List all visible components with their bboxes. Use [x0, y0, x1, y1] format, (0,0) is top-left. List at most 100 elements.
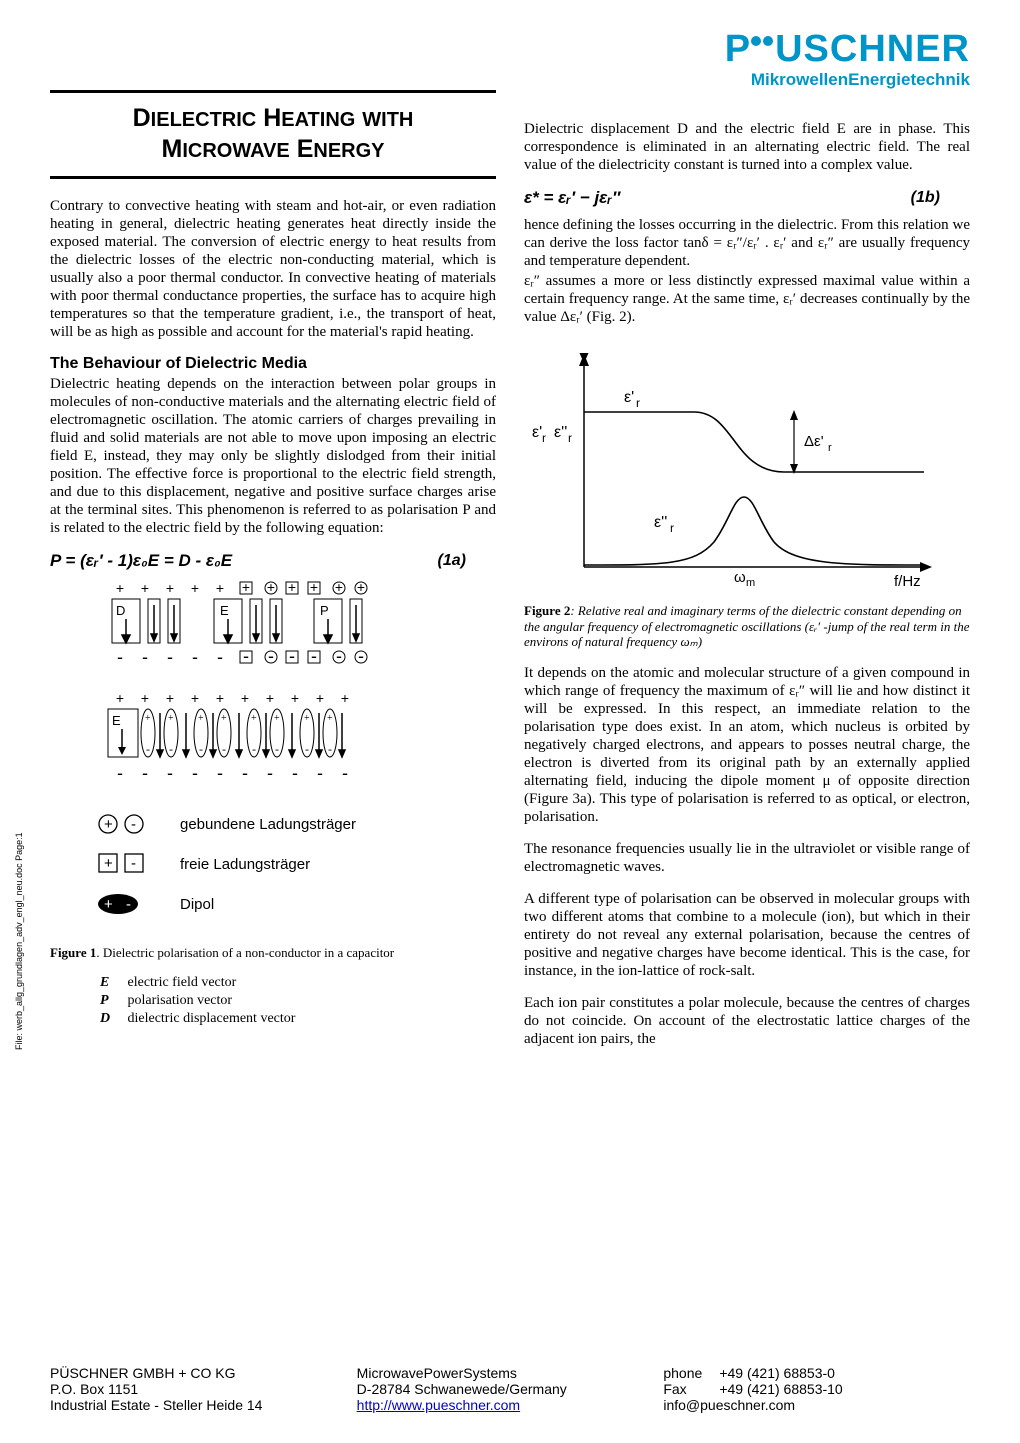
svg-text:-: - [169, 742, 173, 756]
logo-dot-2 [763, 36, 773, 46]
right-para-5: The resonance frequencies usually lie in… [524, 840, 970, 876]
svg-text:+: + [221, 713, 227, 724]
logo-block: PUSCHNER MikrowellenEnergietechnik [725, 30, 970, 90]
svg-text:+: + [266, 690, 274, 706]
svg-text:-: - [199, 742, 203, 756]
intro-paragraph: Contrary to convective heating with stea… [50, 197, 496, 341]
fig1-label-p: P [320, 603, 329, 618]
svg-text:m: m [746, 577, 755, 589]
behaviour-paragraph: Dielectric heating depends on the intera… [50, 375, 496, 537]
svg-text:-: - [192, 647, 198, 667]
svg-text:+: + [141, 580, 149, 596]
page-title: DIELECTRIC HEATING WITH MICROWAVE ENERGY [50, 103, 496, 166]
svg-text:+: + [241, 690, 249, 706]
svg-text:+: + [104, 816, 113, 833]
svg-text:+: + [116, 690, 124, 706]
svg-text:-: - [117, 763, 123, 783]
svg-text:-: - [146, 742, 150, 756]
svg-text:+: + [116, 580, 124, 596]
svg-text:r: r [542, 431, 546, 445]
svg-text:+: + [341, 690, 349, 706]
svg-text:+: + [335, 579, 343, 595]
logo-dot-1 [751, 36, 761, 46]
svg-text:-: - [242, 763, 248, 783]
svg-text:-: - [292, 763, 298, 783]
figure-1: +++++ + + + + + + [50, 579, 496, 939]
svg-text:-: - [336, 646, 342, 666]
svg-text:-: - [311, 646, 317, 666]
svg-text:+: + [327, 713, 333, 724]
svg-text:-: - [167, 763, 173, 783]
svg-text:-: - [305, 742, 309, 756]
svg-text:+: + [104, 896, 113, 913]
right-para-3: εᵣ″ assumes a more or less distinctly ex… [524, 272, 970, 326]
svg-text:-: - [243, 646, 249, 666]
right-para-6: A different type of polarisation can be … [524, 890, 970, 980]
svg-text:+: + [316, 690, 324, 706]
equation-1a-label: (1a) [438, 552, 466, 570]
svg-text:+: + [141, 690, 149, 706]
svg-text:ε': ε' [532, 424, 542, 441]
svg-text:-: - [267, 763, 273, 783]
fig1-legend-freie: freie Ladungsträger [180, 856, 310, 873]
svg-text:+: + [168, 713, 174, 724]
fig1-label-e: E [220, 603, 229, 618]
logo-subtitle: MikrowellenEnergietechnik [725, 70, 970, 90]
svg-text:+: + [242, 579, 250, 595]
section-heading: The Behaviour of Dielectric Media [50, 355, 496, 373]
svg-text:+: + [357, 579, 365, 595]
svg-text:+: + [267, 579, 275, 595]
svg-text:-: - [142, 647, 148, 667]
footer: PÜSCHNER GMBH + CO KG P.O. Box 1151 Indu… [50, 1365, 970, 1413]
svg-text:r: r [828, 442, 832, 454]
figure-2-caption: Figure 2: Relative real and imaginary te… [524, 603, 970, 650]
figure-1-svg: +++++ + + + + + + [50, 579, 430, 939]
svg-text:+: + [291, 690, 299, 706]
svg-text:r: r [636, 396, 640, 410]
svg-text:+: + [145, 713, 151, 724]
svg-text:+: + [166, 690, 174, 706]
equation-1a: P = (εᵣ′ - 1)ε₀E = D - ε₀E (1a) [50, 551, 496, 571]
equation-1b-label: (1b) [911, 189, 940, 207]
svg-text:r: r [670, 521, 674, 535]
svg-text:-: - [342, 763, 348, 783]
svg-text:ω: ω [734, 569, 746, 586]
sidebar-file-label: File: werb_allg_grundlagen_adv_engl_neu.… [14, 832, 24, 1050]
svg-text:-: - [126, 896, 131, 913]
svg-text:-: - [358, 646, 364, 666]
fig1-legend-dipol: Dipol [180, 896, 214, 913]
svg-text:ε': ε' [624, 389, 634, 406]
svg-text:-: - [268, 646, 274, 666]
svg-text:-: - [117, 647, 123, 667]
svg-text:Δε': Δε' [804, 433, 824, 450]
svg-text:E: E [112, 713, 121, 728]
svg-text:+: + [191, 580, 199, 596]
svg-text:r: r [568, 431, 572, 445]
right-para-4: It depends on the atomic and molecular s… [524, 664, 970, 826]
fig1-legend-gebundene: gebundene Ladungsträger [180, 816, 356, 833]
svg-text:-: - [317, 763, 323, 783]
svg-text:+: + [198, 713, 204, 724]
svg-text:-: - [217, 763, 223, 783]
footer-col-3: phone+49 (421) 68853-0 Fax+49 (421) 6885… [663, 1365, 970, 1413]
equation-1b-expr: ε* = εᵣ′ − jεᵣ″ [524, 188, 911, 208]
equation-1b: ε* = εᵣ′ − jεᵣ″ (1b) [524, 188, 970, 208]
svg-text:+: + [166, 580, 174, 596]
svg-text:-: - [275, 742, 279, 756]
figure-2: ε'r ε''r ε'r Δε'r ε''r ωm f/Hz [524, 342, 970, 597]
svg-text:ε'': ε'' [654, 514, 667, 531]
svg-text:-: - [192, 763, 198, 783]
svg-text:-: - [131, 816, 136, 833]
svg-text:+: + [304, 713, 310, 724]
footer-col-2: MicrowavePowerSystems D-28784 Schwanewed… [357, 1365, 664, 1413]
svg-text:+: + [191, 690, 199, 706]
footer-link[interactable]: http://www.pueschner.com [357, 1397, 520, 1413]
fig1-label-d: D [116, 603, 125, 618]
svg-text:-: - [131, 855, 136, 872]
svg-text:-: - [289, 646, 295, 666]
logo-main: PUSCHNER [725, 30, 970, 68]
figure-1-symbol-legend: E electric field vector P polarisation v… [100, 974, 496, 1029]
svg-text:+: + [216, 580, 224, 596]
title-block: DIELECTRIC HEATING WITH MICROWAVE ENERGY [50, 90, 496, 179]
right-para-1: Dielectric displacement D and the electr… [524, 120, 970, 174]
